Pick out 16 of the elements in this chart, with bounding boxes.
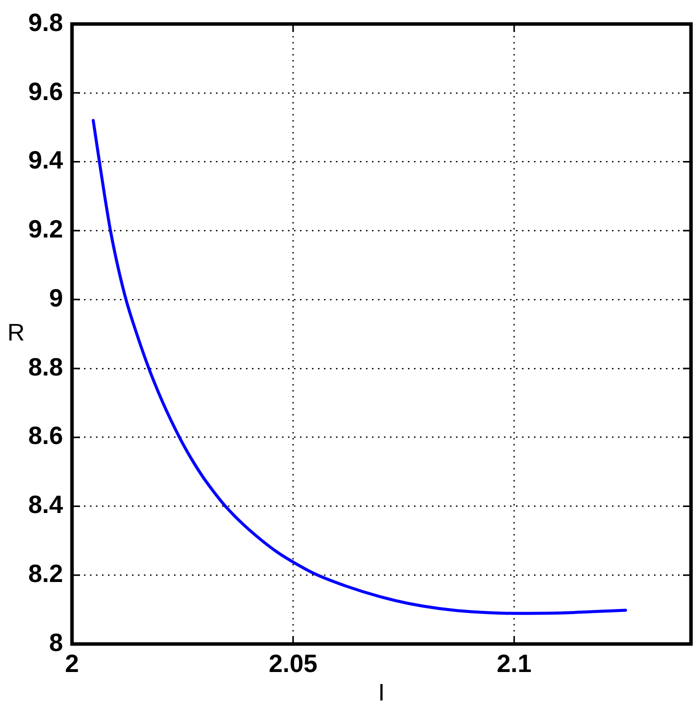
line-series [92, 118, 628, 615]
y-tick-label: 8.4 [28, 491, 64, 520]
x-axis-title: I [378, 680, 385, 707]
y-tick-label: 8.2 [28, 560, 63, 588]
y-tick-label: 9 [49, 284, 63, 312]
y-tick-label: 9.2 [28, 216, 63, 244]
x-tick-label: 2 [65, 650, 79, 678]
y-tick-label: 8.6 [28, 422, 63, 450]
x-tick-label: 2.1 [496, 650, 532, 678]
y-tick-label: 9.6 [28, 78, 63, 106]
y-tick-label: 8 [49, 628, 64, 657]
y-axis-title: R [7, 320, 25, 347]
y-tick-label: 9.4 [28, 146, 64, 175]
x-tick-label: 2.05 [268, 650, 318, 678]
y-tick-label: 8.8 [28, 353, 64, 382]
y-tick-label: 9.8 [28, 8, 64, 37]
